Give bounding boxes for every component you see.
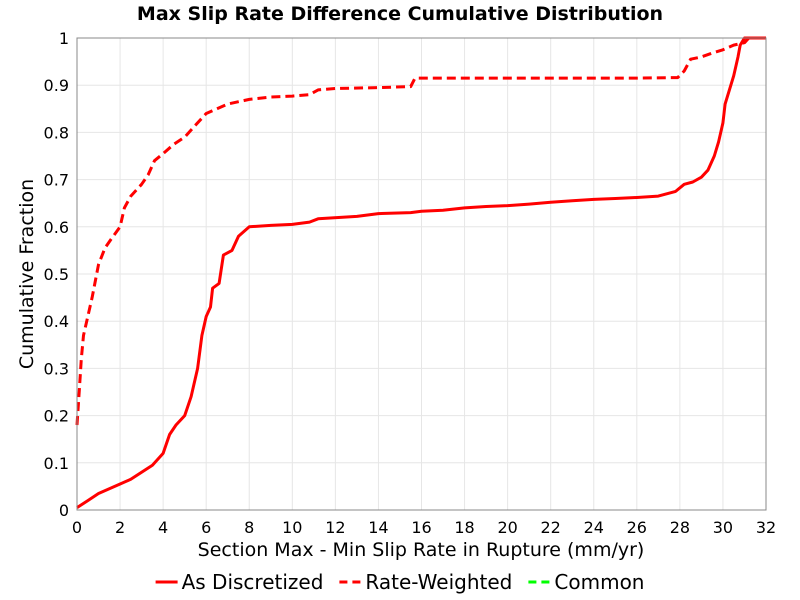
legend-label: Common — [554, 570, 644, 594]
x-tick-label: 12 — [325, 518, 345, 537]
x-tick-label: 30 — [713, 518, 733, 537]
x-tick-label: 18 — [454, 518, 474, 537]
y-axis-label: Cumulative Fraction — [16, 179, 38, 369]
legend-label: Rate-Weighted — [365, 570, 512, 594]
plot-border — [76, 37, 767, 511]
x-tick-label: 4 — [158, 518, 168, 537]
x-tick-label: 10 — [282, 518, 302, 537]
x-tick-label: 14 — [368, 518, 388, 537]
x-tick-label: 20 — [497, 518, 517, 537]
y-tick-labels: 0 0.1 0.2 0.3 0.4 0.5 0.6 0.7 0.8 0.9 1 — [44, 29, 69, 520]
y-tick-label: 0.2 — [44, 407, 69, 426]
x-tick-label: 32 — [756, 518, 776, 537]
x-tick-label: 28 — [670, 518, 690, 537]
legend-item: Rate-Weighted — [339, 570, 512, 594]
series-layer — [75, 36, 766, 509]
y-tick-label: 0.4 — [44, 312, 69, 331]
y-tick-label: 0.7 — [44, 171, 69, 190]
y-tick-label: 0.1 — [44, 454, 69, 473]
x-tick-label: 0 — [72, 518, 82, 537]
legend-item: As Discretized — [155, 570, 324, 594]
y-tick-label: 0.3 — [44, 359, 69, 378]
legend: As Discretized Rate-Weighted Common — [155, 570, 644, 594]
y-tick-label: 0.5 — [44, 265, 69, 284]
y-tick-label: 0.8 — [44, 123, 69, 142]
legend-item: Common — [528, 570, 644, 594]
x-tick-label: 26 — [627, 518, 647, 537]
y-tick-label: 0.9 — [44, 76, 69, 95]
x-tick-label: 24 — [584, 518, 604, 537]
series-line-rate-weighted — [75, 36, 766, 426]
legend-label: As Discretized — [182, 570, 324, 594]
chart-title: Max Slip Rate Difference Cumulative Dist… — [137, 3, 663, 25]
y-tick-label: 0.6 — [44, 218, 69, 237]
x-tick-label: 6 — [201, 518, 211, 537]
x-tick-label: 2 — [115, 518, 125, 537]
y-tick-label: 0 — [59, 501, 69, 520]
x-tick-label: 16 — [411, 518, 431, 537]
series-line-as-discretized — [76, 36, 766, 509]
y-tick-label: 1 — [59, 29, 69, 48]
x-tick-labels: 0 2 4 6 8 10 12 14 16 18 20 22 24 26 28 30 32 — [72, 518, 776, 537]
x-axis-label: Section Max - Min Slip Rate in Rupture (… — [198, 539, 645, 561]
x-tick-label: 8 — [244, 518, 254, 537]
x-tick-label: 22 — [541, 518, 561, 537]
